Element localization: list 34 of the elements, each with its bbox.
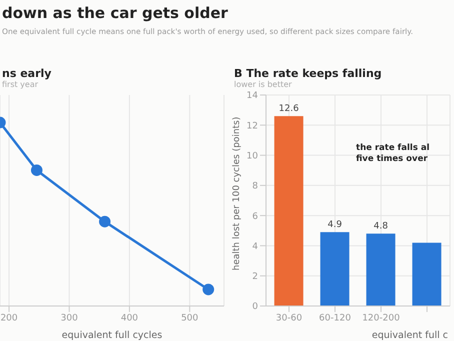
- x-tick-label: 200: [0, 313, 18, 324]
- x-axis-title: equivalent full cycles: [62, 330, 162, 341]
- y-tick-label: 12: [246, 121, 258, 132]
- chart-title: ns early: [2, 67, 52, 80]
- bar: [320, 232, 350, 306]
- x-tick-label: 300: [60, 313, 78, 324]
- chart-subtitle: first year: [2, 80, 40, 89]
- x-tick-label: 500: [181, 313, 199, 324]
- x-axis-title: equivalent full c: [372, 330, 448, 341]
- y-tick-label: 8: [252, 182, 258, 192]
- x-tick-label: 60-120: [319, 313, 352, 324]
- y-tick-label: 6: [252, 212, 258, 222]
- bar: [412, 242, 442, 306]
- y-tick-label: 0: [252, 302, 258, 312]
- data-label: 12.6: [278, 104, 300, 114]
- x-tick-label: 120-200: [362, 313, 400, 324]
- data-label: 4.8: [374, 222, 388, 232]
- x-tick-label: 30-60: [276, 313, 302, 324]
- y-tick-label: 4: [252, 242, 258, 252]
- y-tick-label: 2: [252, 272, 258, 282]
- point: [30, 164, 42, 176]
- annotation: the rate falls al five times over: [356, 143, 430, 164]
- bar: [274, 116, 304, 306]
- y-tick-label: 14: [246, 91, 258, 102]
- y-tick-label: 10: [246, 151, 258, 162]
- point: [99, 216, 111, 228]
- bar: [366, 234, 396, 306]
- x-tick-label: 400: [120, 313, 138, 324]
- point: [202, 284, 214, 296]
- data-label: 4.9: [328, 220, 342, 230]
- text: down as the car gets older: [2, 4, 228, 22]
- chart-subtitle: lower is better: [234, 80, 293, 89]
- y-axis-title: health lost per 100 cycles (points): [232, 116, 242, 270]
- chart-title: B The rate keeps falling: [234, 67, 382, 80]
